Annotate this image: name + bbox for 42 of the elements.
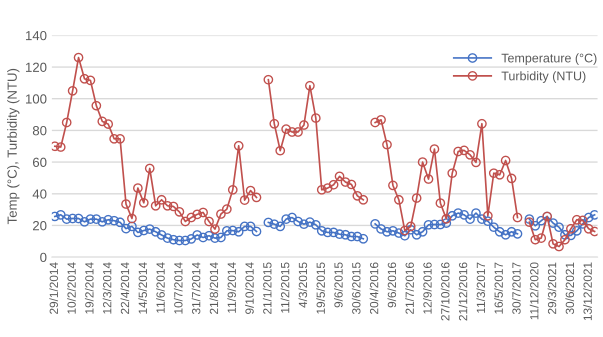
x-tick-label: 21/12/2016 <box>458 262 468 320</box>
x-tick-label: 13/12/2021 <box>583 262 592 320</box>
x-tick-label: 11/3/2017 <box>476 262 486 313</box>
x-tick-label: 10/2/2014 <box>67 262 76 314</box>
y-tick-label: 40 <box>32 189 46 199</box>
x-tick-label: 21/7/2016 <box>405 262 414 314</box>
x-tick-label: 31/7/2014 <box>192 262 200 314</box>
x-tick-label: 19/5/2015 <box>316 262 325 314</box>
x-tick-label: 29/1/2014 <box>49 262 58 314</box>
x-tick-label: 14/5/2014 <box>138 262 147 314</box>
x-tick-label: 30/6/2015 <box>352 262 361 314</box>
y-tick-label: 140 <box>26 30 46 40</box>
y-tick-label: 20 <box>32 221 46 230</box>
x-tick-label: 11/2/2015 <box>280 262 290 313</box>
x-tick-label: 20/4/2016 <box>370 262 378 314</box>
x-tick-label: 22/4/2014 <box>120 262 130 314</box>
x-tick-label: 16/5/2017 <box>494 262 503 314</box>
legend-label: Temperature (°C) <box>502 53 596 65</box>
y-tick-label: 0 <box>40 252 46 262</box>
x-tick-label: 19/2/2014 <box>84 262 94 314</box>
legend-label: Turbidity (NTU) <box>502 71 586 83</box>
y-axis-title: Temp (°C), Turbidity (NTU) <box>7 68 20 224</box>
x-tick-label: 30/7/2017 <box>512 262 521 314</box>
y-tick-label: 60 <box>32 158 46 168</box>
y-tick-label: 100 <box>26 94 46 104</box>
y-tick-label: 80 <box>32 126 46 136</box>
x-tick-label: 30/6/2021 <box>565 262 574 314</box>
x-tick-label: 21/8/2014 <box>209 262 218 314</box>
x-tick-label: 11/6/2014 <box>156 262 165 313</box>
x-tick-label: 9/6/2015 <box>334 262 343 308</box>
x-tick-label: 9/10/2014 <box>245 262 254 314</box>
y-tick-label: 120 <box>26 62 46 72</box>
x-tick-label: 10/7/2014 <box>174 262 183 314</box>
x-tick-label: 12/3/2014 <box>102 262 112 314</box>
x-tick-label: 11/9/2014 <box>227 262 236 313</box>
x-tick-label: 29/3/2021 <box>548 262 556 314</box>
x-tick-label: 11/12/2020 <box>530 262 538 320</box>
x-tick-label: 27/10/2016 <box>440 262 450 320</box>
x-tick-label: 4/3/2015 <box>298 262 308 308</box>
x-tick-label: 9/6/2016 <box>387 262 396 308</box>
x-tick-label: 21/1/2015 <box>262 262 272 314</box>
x-tick-label: 12/9/2016 <box>423 262 432 314</box>
